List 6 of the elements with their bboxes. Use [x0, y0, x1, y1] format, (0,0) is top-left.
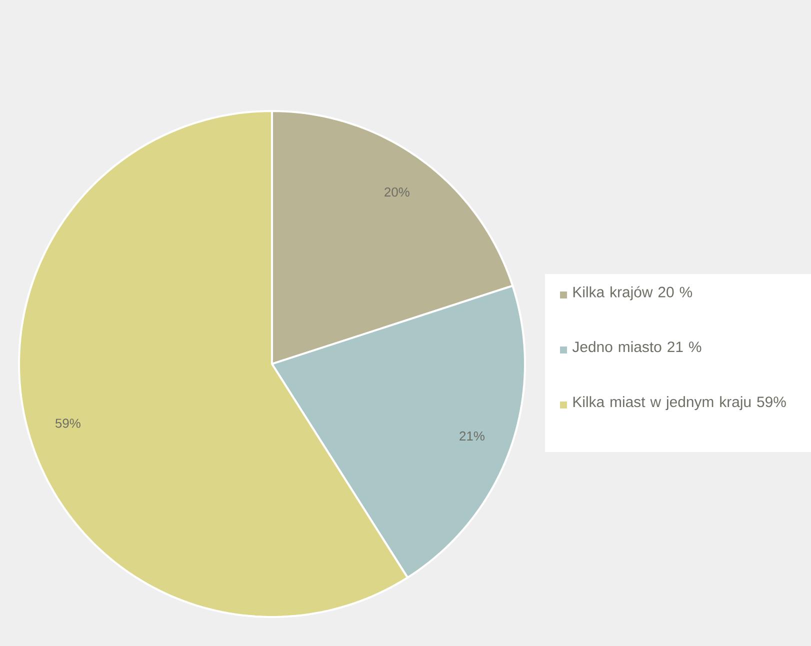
data-label: 59% [55, 418, 80, 428]
legend-label: Kilka miast w jednym kraju 59% [573, 396, 786, 410]
legend-label: Jedno miasto 21 % [572, 341, 702, 352]
data-label: 20% [384, 187, 410, 197]
legend-label: Kilka krajów 20 % [573, 286, 692, 300]
data-label: 21% [460, 431, 484, 441]
